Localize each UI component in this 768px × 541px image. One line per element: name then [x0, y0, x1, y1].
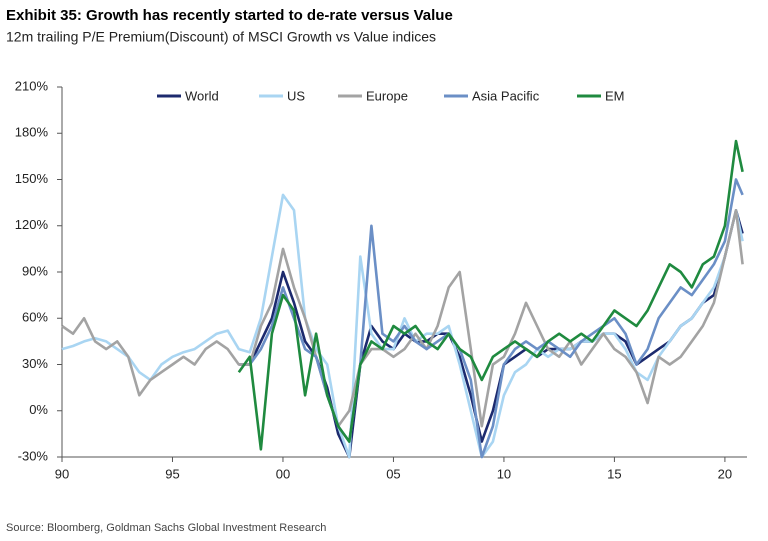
- chart-subtitle: 12m trailing P/E Premium(Discount) of MS…: [6, 29, 436, 45]
- legend-label: World: [185, 88, 219, 103]
- x-tick-label: 05: [386, 466, 400, 481]
- x-tick-label: 00: [276, 466, 290, 481]
- y-tick-label: 90%: [22, 263, 48, 278]
- y-tick-label: 0%: [29, 402, 48, 417]
- x-tick-label: 90: [55, 466, 69, 481]
- x-tick-label: 95: [165, 466, 179, 481]
- legend-label: EM: [605, 88, 625, 103]
- legend-label: Asia Pacific: [472, 88, 540, 103]
- series-line: [61, 193, 744, 459]
- y-tick-label: 210%: [15, 78, 49, 93]
- series-line: [237, 139, 744, 451]
- chart-title: Exhibit 35: Growth has recently started …: [6, 7, 453, 24]
- y-tick-label: 120%: [15, 217, 49, 232]
- x-tick-label: 10: [497, 466, 511, 481]
- legend-label: Europe: [366, 88, 408, 103]
- y-tick-label: 180%: [15, 125, 49, 140]
- series-line: [238, 209, 744, 459]
- y-tick-label: 60%: [22, 310, 48, 325]
- series-line: [61, 209, 744, 428]
- x-tick-label: 20: [718, 466, 732, 481]
- source-note: Source: Bloomberg, Goldman Sachs Global …: [6, 522, 326, 534]
- legend-label: US: [287, 88, 305, 103]
- y-tick-label: 30%: [22, 356, 48, 371]
- x-tick-label: 15: [607, 466, 621, 481]
- y-tick-label: -30%: [18, 448, 49, 463]
- series-line: [248, 178, 744, 459]
- y-tick-label: 150%: [15, 171, 49, 186]
